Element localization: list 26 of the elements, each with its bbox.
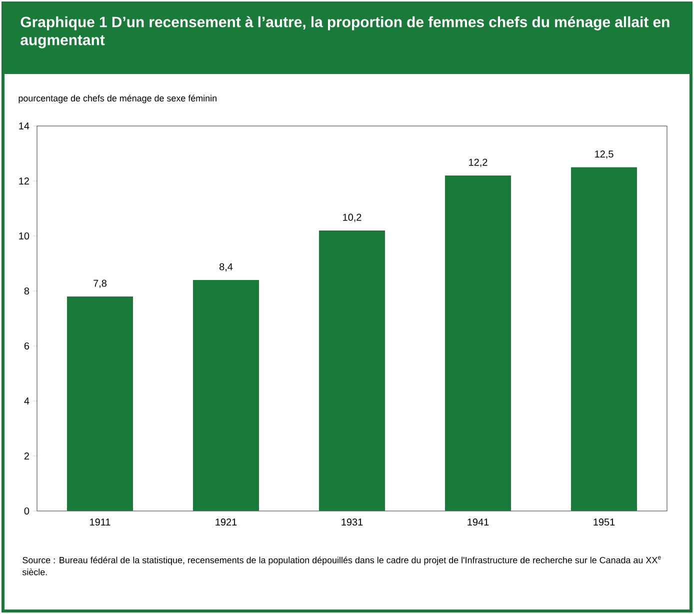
y-tick-label: 8 (24, 287, 30, 295)
y-tick-label: 0 (24, 507, 30, 515)
data-label: 7,8 (94, 280, 106, 288)
bar (67, 296, 134, 511)
chart-title: Graphique 1 D’un recensement à l’autre, la proportion de femmes chefs du ménage allait en augmentant (20, 16, 670, 48)
data-label: 8,4 (220, 263, 233, 272)
x-tick-label: 1931 (342, 518, 363, 526)
y-tick-label: 6 (24, 342, 30, 350)
y-axis-title: pourcentage de chefs de ménage de sexe féminin (18, 94, 216, 104)
y-tick-label: 14 (19, 122, 30, 130)
data-label: 10,2 (343, 214, 362, 222)
x-tick-label: 1941 (468, 518, 489, 526)
data-label: 12,5 (595, 150, 614, 159)
bar (445, 175, 512, 511)
y-tick-label: 12 (19, 178, 29, 184)
bar (193, 280, 260, 511)
y-tick-label: 4 (24, 398, 30, 404)
y-tick-label: 2 (24, 452, 29, 460)
bar (571, 167, 638, 511)
bar (319, 230, 386, 511)
y-tick-label: 10 (19, 232, 30, 240)
x-tick-label: 1921 (216, 518, 237, 526)
x-tick-label: 1951 (594, 518, 615, 526)
data-label: 12,2 (469, 158, 488, 167)
x-tick-label: 1911 (90, 518, 110, 526)
text: Source : Bureau fédéral de la statistique, recensements de la population dépouillés dans le cadre du projet de l'Infrastructure de recherche sur le Canada au XX$^{e}$ siècle. (22, 556, 661, 576)
